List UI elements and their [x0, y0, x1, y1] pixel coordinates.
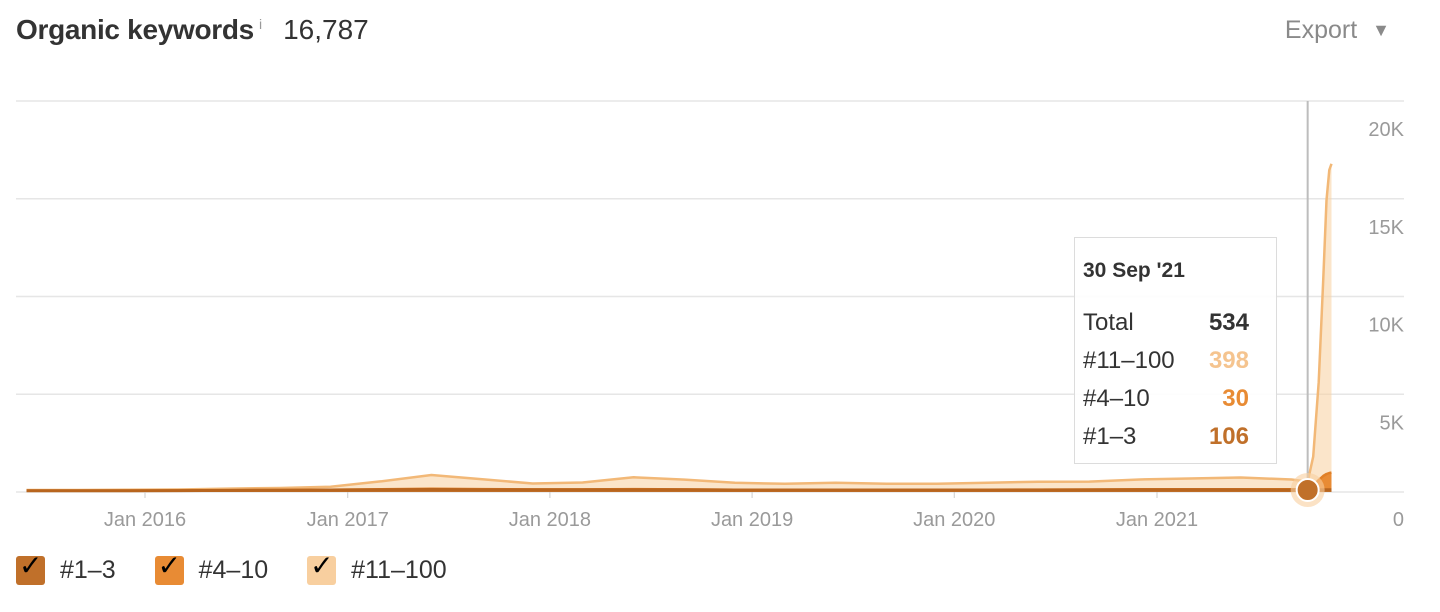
area-series-top11-100-line [26, 163, 1333, 492]
x-tick-label: Jan 2019 [711, 509, 793, 531]
x-tick-label: Jan 2017 [307, 509, 389, 531]
x-tick-label: Jan 2018 [509, 509, 591, 531]
chart-header: Organic keywords i 16,787 [16, 14, 369, 54]
area-series-top3-line [26, 488, 1332, 493]
y-tick-label: 20K [1368, 119, 1404, 141]
tooltip-value: 30 [1222, 385, 1249, 412]
chart-legend: ✓ #1–3 ✓ #4–10 ✓ #11–100 [16, 552, 486, 585]
legend-checkbox[interactable]: ✓ [16, 552, 45, 585]
y-tick-label: 0 [1393, 509, 1404, 531]
data-tooltip: 30 Sep '21 Total 534 #11–100 398 #4–10 3… [1074, 237, 1277, 464]
tooltip-label: #1–3 [1083, 423, 1137, 450]
tooltip-label: #4–10 [1083, 385, 1150, 412]
y-tick-label: 10K [1368, 315, 1404, 337]
legend-item-top3[interactable]: ✓ #1–3 [16, 552, 116, 585]
legend-checkbox[interactable]: ✓ [154, 552, 184, 585]
x-tick-label: Jan 2021 [1116, 509, 1198, 531]
marker-dot [1295, 478, 1320, 502]
legend-label: #1–3 [60, 556, 116, 584]
chevron-down-icon: ▼ [1372, 20, 1390, 40]
y-axis-ticks: 0 5K 10K 15K 20K [1368, 119, 1404, 531]
checkmark-icon: ✓ [157, 550, 182, 581]
checkmark-icon: ✓ [19, 550, 43, 581]
tooltip-row-1-3: #1–3 106 [1083, 423, 1249, 451]
legend-item-top11-100[interactable]: ✓ #11–100 [307, 552, 447, 585]
tooltip-row-total: Total 534 [1083, 309, 1249, 337]
legend-checkbox[interactable]: ✓ [307, 552, 337, 585]
tooltip-value: 534 [1208, 309, 1249, 336]
legend-item-top4-10[interactable]: ✓ #4–10 [154, 552, 269, 585]
y-tick-label: 15K [1368, 217, 1404, 239]
tooltip-value: 398 [1208, 347, 1249, 374]
x-tick-label: Jan 2020 [913, 509, 995, 531]
legend-label: #11–100 [351, 556, 447, 584]
checkmark-icon: ✓ [310, 550, 334, 581]
tooltip-date: 30 Sep '21 [1083, 259, 1185, 282]
export-label: Export [1284, 16, 1358, 44]
chart-title: Organic keywords [16, 14, 254, 45]
y-tick-label: 5K [1380, 412, 1405, 434]
legend-label: #4–10 [198, 556, 269, 584]
total-keywords-count: 16,787 [283, 14, 369, 45]
tooltip-label: Total [1083, 309, 1134, 336]
tooltip-label: #11–100 [1083, 347, 1175, 374]
x-tick-label: Jan 2016 [104, 509, 186, 531]
tooltip-row-11-100: #11–100 398 [1083, 347, 1249, 375]
tooltip-value: 106 [1208, 423, 1249, 450]
x-axis-ticks: Jan 2016 Jan 2017 Jan 2018 Jan 2019 Jan 2020… [104, 492, 1198, 531]
tooltip-row-4-10: #4–10 30 [1083, 385, 1249, 413]
hover-marker [1290, 473, 1325, 507]
export-button[interactable]: Export ▼ [1285, 16, 1390, 45]
info-icon[interactable]: i [258, 16, 263, 32]
